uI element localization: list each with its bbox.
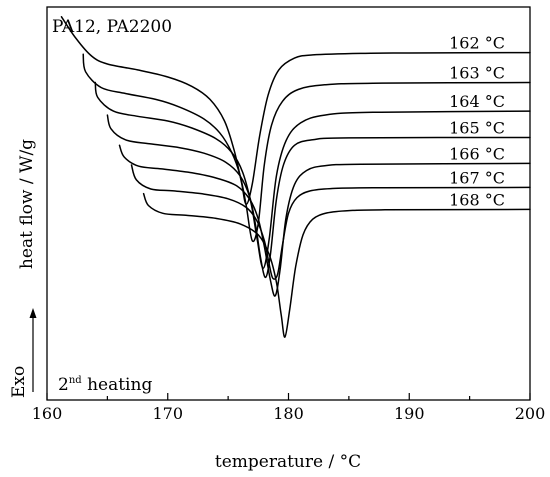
x-tick-label: 200	[515, 404, 546, 423]
chart-title: PA12, PA2200	[52, 17, 172, 37]
series-label-3: 164 °C	[449, 92, 505, 111]
series-curves	[60, 16, 531, 338]
x-tick-label: 190	[394, 404, 425, 423]
x-tick-label: 170	[152, 404, 183, 423]
series-label-5: 166 °C	[449, 144, 505, 163]
series-line-4	[106, 114, 531, 279]
exo-label: Exo	[9, 366, 29, 398]
series-label-6: 167 °C	[449, 168, 505, 187]
series-label-7: 168 °C	[449, 190, 505, 209]
heating-annotation: 2nd heating	[58, 375, 152, 395]
exo-indicator: Exo	[9, 308, 37, 398]
x-axis-label: temperature / °C	[215, 452, 361, 472]
x-tick-label: 160	[32, 404, 63, 423]
series-labels: 162 °C 163 °C 164 °C 165 °C 166 °C 167 °C 168 …	[449, 34, 505, 210]
x-tick-label: 180	[273, 404, 304, 423]
series-line-6	[130, 164, 531, 280]
series-line-7	[142, 192, 531, 338]
y-axis-label: heat flow / W/g	[17, 139, 37, 269]
exo-arrow-head	[29, 308, 37, 318]
series-line-2	[82, 53, 531, 243]
series-label-2: 163 °C	[449, 63, 505, 82]
series-label-1: 162 °C	[449, 34, 505, 53]
series-label-4: 165 °C	[449, 118, 505, 137]
x-axis-tick-labels: 160 170 180 190 200	[32, 404, 546, 423]
x-axis-ticks	[46, 393, 531, 400]
series-line-5	[118, 144, 531, 297]
